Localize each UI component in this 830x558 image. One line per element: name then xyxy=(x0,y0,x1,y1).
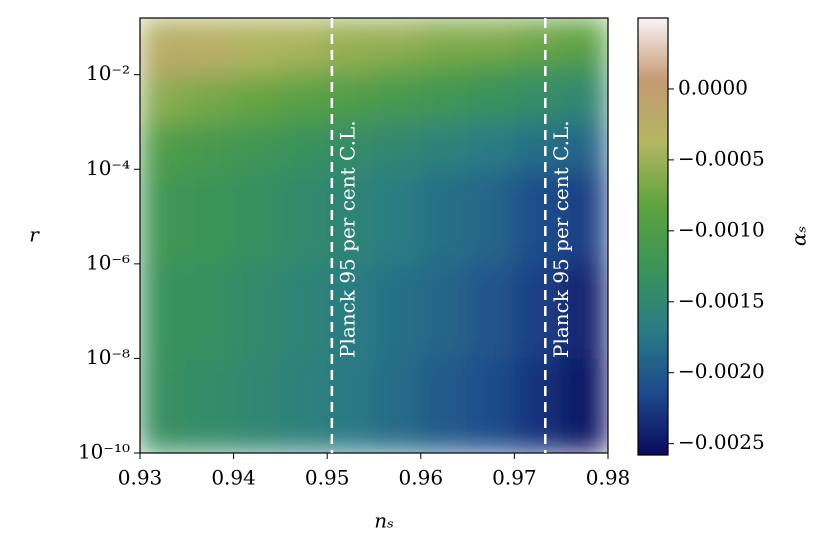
heat-cell xyxy=(279,51,328,76)
heat-cell xyxy=(513,74,562,123)
heat-cell xyxy=(420,168,469,265)
heat-cell xyxy=(373,74,422,123)
heat-cell xyxy=(326,168,375,265)
heat-cell xyxy=(560,357,608,453)
colorbar-tick-label: 0.0000 xyxy=(678,75,748,99)
heat-cell xyxy=(373,357,422,453)
heat-cell xyxy=(279,263,328,359)
heat-cell xyxy=(186,357,235,453)
colorbar-tick-label: −0.0015 xyxy=(678,288,765,312)
heat-cell xyxy=(513,263,562,359)
heat-cell xyxy=(326,121,375,170)
colorbar-tick-label: −0.0020 xyxy=(678,359,765,383)
heat-cell xyxy=(140,18,188,53)
colorbar xyxy=(637,17,669,456)
heat-cell xyxy=(560,263,608,359)
heat-cell xyxy=(560,74,608,123)
heat-cell xyxy=(373,51,422,76)
heat-cell xyxy=(513,121,562,170)
heat-cell xyxy=(279,74,328,123)
heat-cell xyxy=(233,121,281,170)
x-tick-label: 0.94 xyxy=(211,466,256,490)
heat-cell xyxy=(326,357,375,453)
heat-cell xyxy=(279,18,328,53)
heat-cell xyxy=(560,168,608,265)
heat-cell xyxy=(140,74,188,123)
heat-cell xyxy=(140,263,188,359)
heat-cell xyxy=(140,168,188,265)
heat-cell xyxy=(467,51,515,76)
y-tick-label: 10⁻² xyxy=(86,61,130,85)
x-tick-label: 0.97 xyxy=(492,466,537,490)
heat-cell xyxy=(233,263,281,359)
heat-cell xyxy=(513,51,562,76)
heat-cell xyxy=(467,121,515,170)
heat-cell xyxy=(420,51,469,76)
heat-cell xyxy=(467,263,515,359)
heat-cell xyxy=(186,263,235,359)
heat-cell xyxy=(513,18,562,53)
heat-cell xyxy=(233,74,281,123)
y-tick-label: 10⁻¹⁰ xyxy=(78,440,130,464)
heat-cell xyxy=(420,74,469,123)
heat-cell xyxy=(513,357,562,453)
heat-cell xyxy=(420,121,469,170)
heat-cell xyxy=(326,18,375,53)
plot-frame xyxy=(139,17,609,454)
heatmap xyxy=(140,18,608,453)
heat-cell xyxy=(186,18,235,53)
heat-cell xyxy=(326,263,375,359)
heat-cell xyxy=(279,168,328,265)
heat-cell xyxy=(467,357,515,453)
heat-cell xyxy=(140,121,188,170)
heat-cell xyxy=(140,357,188,453)
heat-cell xyxy=(279,121,328,170)
heat-cell xyxy=(373,121,422,170)
heat-cell xyxy=(560,51,608,76)
y-tick-label: 10⁻⁴ xyxy=(86,156,130,180)
heat-cell xyxy=(560,121,608,170)
heat-cell xyxy=(420,357,469,453)
heat-cell xyxy=(233,18,281,53)
heat-cell xyxy=(467,74,515,123)
reference-label: Planck 95 per cent C.L. xyxy=(335,120,359,358)
x-tick-label: 0.96 xyxy=(399,466,444,490)
heatmap-cells xyxy=(140,18,608,453)
heat-cell xyxy=(420,263,469,359)
colorbar-tick-label: −0.0005 xyxy=(678,146,765,170)
y-tick-label: 10⁻⁶ xyxy=(86,250,130,274)
heat-cell xyxy=(186,51,235,76)
heat-cell xyxy=(233,51,281,76)
x-tick-label: 0.93 xyxy=(118,466,163,490)
heat-cell xyxy=(186,74,235,123)
heat-cell xyxy=(279,357,328,453)
heat-cell xyxy=(513,168,562,265)
heat-cell xyxy=(373,168,422,265)
reference-label: Planck 95 per cent C.L. xyxy=(549,120,573,358)
heat-cell xyxy=(233,357,281,453)
colorbar-label: αₛ xyxy=(787,226,811,246)
y-axis-label: r xyxy=(29,223,40,247)
heat-cell xyxy=(186,121,235,170)
y-tick-label: 10⁻⁸ xyxy=(86,345,130,369)
x-tick-label: 0.98 xyxy=(586,466,631,490)
heat-cell xyxy=(467,168,515,265)
x-axis-label: nₛ xyxy=(374,509,394,533)
heat-cell xyxy=(326,51,375,76)
heat-cell xyxy=(467,18,515,53)
heat-cell xyxy=(186,168,235,265)
heat-cell xyxy=(233,168,281,265)
heat-cell xyxy=(373,263,422,359)
heat-cell xyxy=(373,18,422,53)
heat-cell xyxy=(140,51,188,76)
colorbar-tick-label: −0.0010 xyxy=(678,217,765,241)
heat-cell xyxy=(326,74,375,123)
x-tick-label: 0.95 xyxy=(305,466,350,490)
heat-cell xyxy=(560,18,608,53)
colorbar-tick-label: −0.0025 xyxy=(678,430,765,454)
heat-cell xyxy=(420,18,469,53)
